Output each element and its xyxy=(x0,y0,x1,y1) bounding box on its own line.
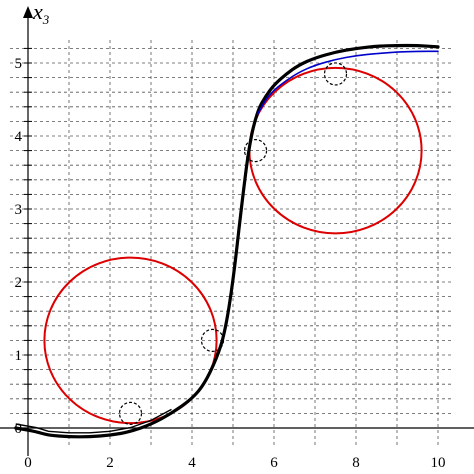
y-tick-label: 3 xyxy=(15,202,23,218)
y-axis-label: x3 xyxy=(32,0,50,27)
trajectory-lines xyxy=(14,43,440,439)
marker-circle xyxy=(118,401,143,425)
x-tick-label: 2 xyxy=(106,455,114,471)
y-tick-label: 2 xyxy=(15,275,23,291)
x-tick-label: 4 xyxy=(188,455,196,471)
grid xyxy=(10,40,452,446)
marker-circle xyxy=(200,328,225,352)
y-tick-label: 0 xyxy=(15,421,23,437)
y-tick-label: 4 xyxy=(15,129,23,145)
series-line-bundle xyxy=(15,408,172,434)
tick-labels: 0 2 4 6 8 10 0 1 2 3 4 5 xyxy=(15,56,446,471)
region-circle xyxy=(43,256,218,425)
marker-circles xyxy=(118,62,348,425)
x-tick-label: 8 xyxy=(352,455,360,471)
x-tick-label: 10 xyxy=(431,455,446,471)
x-tick-label: 0 xyxy=(24,455,32,471)
x-tick-label: 6 xyxy=(270,455,278,471)
series-line-black xyxy=(14,43,440,439)
series-line-blue xyxy=(256,50,439,115)
y-tick-label: 1 xyxy=(15,348,23,364)
marker-circle xyxy=(323,62,348,86)
axes xyxy=(0,6,474,456)
y-axis-arrow xyxy=(23,6,33,18)
y-tick-label: 5 xyxy=(15,56,23,72)
marker-circle xyxy=(243,139,268,163)
